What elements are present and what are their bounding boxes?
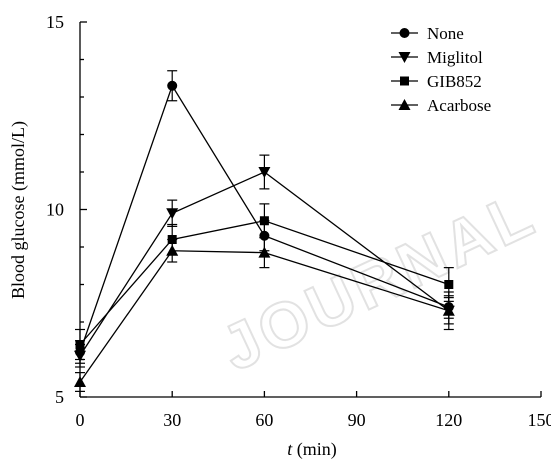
series-acarbose bbox=[74, 237, 455, 392]
legend-label: Miglitol bbox=[427, 48, 483, 67]
legend-item: GIB852 bbox=[391, 72, 482, 91]
x-tick-label: 120 bbox=[435, 410, 462, 430]
data-point bbox=[444, 280, 454, 289]
legend-item: None bbox=[391, 24, 464, 43]
axes: 0 30 60 90 120 150 5 10 15 bbox=[46, 12, 551, 430]
data-point bbox=[74, 376, 86, 387]
legend-marker bbox=[398, 52, 411, 63]
y-tick-label: 10 bbox=[46, 200, 64, 220]
data-point bbox=[259, 216, 269, 226]
legend-marker bbox=[400, 76, 409, 86]
y-tick-label: 15 bbox=[46, 12, 64, 32]
y-axis-title: Blood glucose (mmol/L) bbox=[8, 121, 29, 299]
data-point bbox=[442, 304, 455, 316]
series-layer bbox=[74, 70, 455, 392]
series-miglitol bbox=[74, 154, 455, 368]
x-tick-label: 30 bbox=[163, 410, 181, 430]
legend: None Miglitol GIB852 Acarbose bbox=[391, 24, 491, 115]
legend-label: Acarbose bbox=[427, 96, 491, 115]
x-tick-label: 90 bbox=[348, 410, 366, 430]
data-point bbox=[167, 80, 178, 91]
legend-marker bbox=[398, 99, 411, 110]
legend-label: None bbox=[427, 24, 464, 43]
data-point bbox=[258, 167, 271, 178]
legend-item: Acarbose bbox=[391, 96, 491, 115]
legend-item: Miglitol bbox=[391, 48, 483, 67]
x-axis-title: t (min) bbox=[287, 439, 337, 460]
data-point bbox=[166, 244, 179, 256]
data-point bbox=[75, 340, 85, 349]
x-tick-label: 150 bbox=[528, 410, 551, 430]
legend-marker bbox=[399, 28, 410, 38]
x-tick-label: 0 bbox=[76, 410, 85, 430]
y-tick-label: 5 bbox=[55, 387, 64, 407]
data-point bbox=[166, 208, 179, 220]
series-line bbox=[79, 171, 450, 357]
series-line bbox=[79, 84, 450, 353]
watermark: JOURNAL bbox=[210, 177, 546, 385]
series-line bbox=[79, 250, 449, 383]
legend-label: GIB852 bbox=[427, 72, 482, 91]
data-point bbox=[258, 246, 271, 258]
x-axis-title-variable: t bbox=[287, 439, 293, 459]
x-tick-label: 60 bbox=[255, 410, 273, 430]
x-axis-title-unit: (min) bbox=[292, 439, 337, 460]
series-line bbox=[79, 220, 450, 345]
